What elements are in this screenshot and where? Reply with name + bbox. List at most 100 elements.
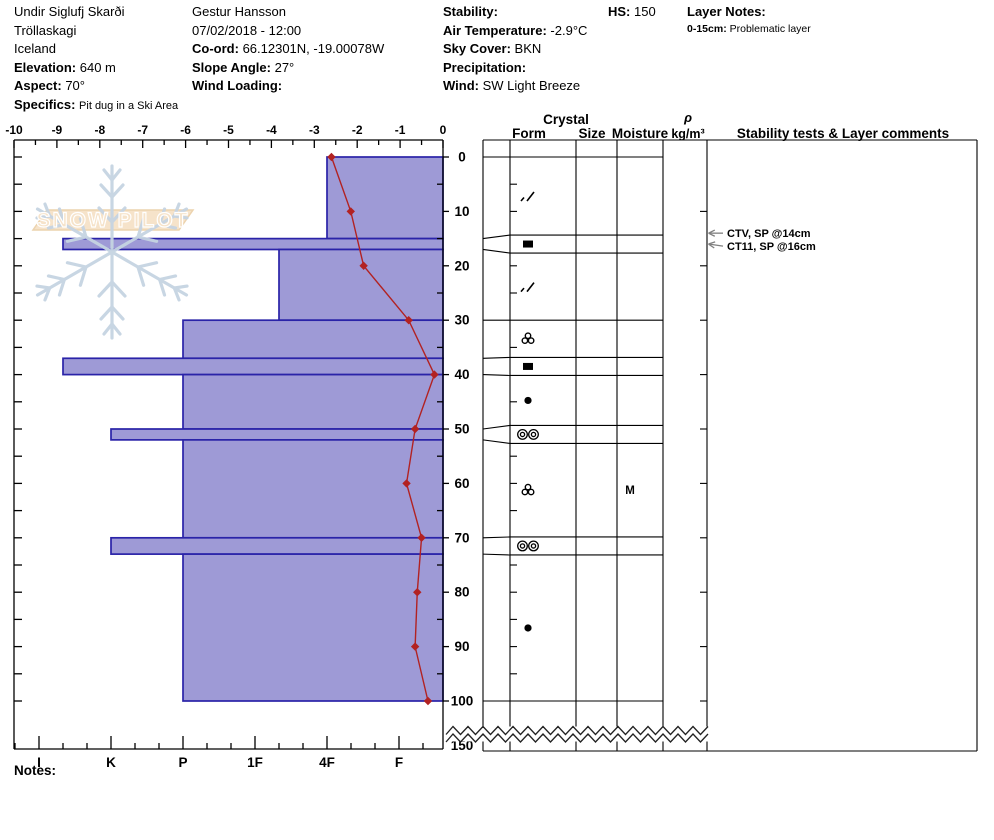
stability-row: Stability:	[443, 3, 587, 22]
country: Iceland	[14, 41, 56, 57]
temperature-point	[410, 424, 420, 434]
layer-table	[482, 139, 978, 752]
temperature-tick-label: -1	[395, 123, 406, 137]
specifics-value: Pit dug in a Ski Area	[79, 99, 179, 112]
temperature-point	[413, 588, 422, 597]
wind-row: Wind: SW Light Breeze	[443, 77, 587, 96]
crystal-form-symbols: M	[517, 191, 635, 632]
hardness-category-label: F	[395, 755, 403, 770]
temperature-point	[404, 316, 413, 325]
hardness-category-label: 1F	[247, 755, 263, 770]
temperature-tick-label: -10	[5, 123, 23, 137]
layer-note-text: Problematic layer	[729, 22, 811, 35]
coord-label: Co-ord:	[192, 41, 239, 57]
aspect-row: Aspect: 70°	[14, 77, 178, 96]
specifics-label: Specifics:	[14, 96, 76, 112]
temperature-tick-label: -7	[137, 123, 148, 137]
hardness-bar-layer	[110, 428, 444, 441]
hardness-category-label: I	[37, 755, 41, 770]
form-symbol-melt-freeze-crust	[517, 540, 539, 552]
hardness-bar-layer	[326, 156, 444, 240]
comments-header: Stability tests & Layer comments	[737, 126, 949, 141]
sky-value: BKN	[514, 41, 542, 57]
crystal-header: Crystal	[543, 112, 589, 127]
depth-tick-label: 60	[454, 476, 469, 491]
layer-notes-block: Layer Notes: 0-15cm: Problematic layer	[687, 3, 811, 38]
pit-datetime: 07/02/2018 - 12:00	[192, 22, 302, 38]
slope-label: Slope Angle:	[192, 59, 271, 75]
elevation-row: Elevation: 640 m	[14, 59, 178, 78]
observer-name: Gestur Hansson	[192, 4, 286, 19]
hardness-bar-layer	[182, 553, 444, 702]
location-block: Undir Siglufj Skarði Tröllaskagi Iceland…	[14, 3, 178, 116]
hardness-bar-layer	[182, 439, 444, 539]
hardness-bars	[62, 156, 444, 702]
form-symbol-rounded-grains	[524, 624, 532, 632]
slope-value: 27°	[274, 59, 295, 75]
aspect-label: Aspect:	[14, 78, 62, 94]
stability-test-label: CT11, SP @16cm	[727, 241, 816, 253]
temperature-point	[359, 261, 368, 270]
depth-break-label: 150	[451, 738, 474, 753]
temperature-profile	[327, 152, 439, 706]
form-symbol-ice-formation	[523, 362, 533, 370]
region: Tröllaskagi	[14, 22, 77, 38]
hardness-category-label: P	[178, 755, 187, 770]
form-symbol-decomposing-fragments	[520, 282, 535, 293]
size-header: Size	[578, 126, 606, 141]
form-symbol-rounded-grains	[524, 396, 532, 405]
air-temp-label: Air Temperature:	[443, 22, 547, 38]
wind-loading-label: Wind Loading:	[192, 78, 283, 94]
hardness-bar-layer	[110, 536, 444, 555]
coord-row: Co-ord: 66.12301N, -19.00078W	[192, 40, 384, 59]
form-symbol-decomposing-fragments	[520, 191, 535, 202]
notes-label: Notes:	[14, 763, 57, 778]
layer-note-range: 0-15cm:	[687, 22, 727, 35]
form-symbol-melt-freeze-crust	[517, 428, 539, 440]
density-unit-header: kg/m³	[671, 127, 704, 141]
hardness-bar-layer	[62, 357, 444, 376]
wind-label: Wind:	[443, 78, 479, 94]
chart-axes	[13, 139, 449, 750]
sky-row: Sky Cover: BKN	[443, 40, 587, 59]
hs-value: 150	[634, 4, 656, 19]
layer-notes-label: Layer Notes:	[687, 4, 766, 19]
temperature-point	[410, 642, 420, 651]
precip-label: Precipitation:	[443, 59, 527, 75]
temperature-point	[327, 152, 336, 162]
sky-label: Sky Cover:	[443, 41, 511, 57]
elevation-label: Elevation:	[14, 59, 77, 75]
moisture-value: M	[625, 485, 635, 497]
aspect-value: 70°	[65, 78, 85, 94]
temperature-point	[423, 696, 433, 706]
depth-tick-label: 0	[458, 150, 466, 165]
temperature-tick-label: -2	[352, 123, 363, 137]
form-symbol-melt-cluster	[521, 483, 535, 496]
depth-tick-label: 70	[454, 530, 469, 545]
depth-tick-label: 100	[451, 694, 474, 709]
form-symbol-ice-formation	[523, 240, 533, 248]
weather-block: Stability: Air Temperature: -2.9°C Sky C…	[443, 3, 587, 96]
coord-value: 66.12301N, -19.00078W	[242, 41, 385, 57]
observer-block: Gestur Hansson 07/02/2018 - 12:00 Co-ord…	[192, 3, 384, 96]
hardness-bar-layer	[278, 248, 444, 322]
temperature-point	[402, 479, 411, 488]
layer-note: 0-15cm: Problematic layer	[687, 20, 811, 39]
temperature-tick-label: 0	[440, 123, 447, 137]
depth-tick-label: 80	[454, 585, 469, 600]
depth-tick-label: 20	[454, 258, 469, 273]
temperature-tick-label: -6	[180, 123, 191, 137]
depth-tick-label: 90	[454, 639, 469, 654]
slope-row: Slope Angle: 27°	[192, 59, 384, 78]
stability-test-label: CTV, SP @14cm	[727, 228, 811, 240]
depth-tick-label: 50	[454, 422, 469, 437]
temperature-tick-label: -3	[309, 123, 320, 137]
hardness-category-label: K	[106, 755, 116, 770]
elevation-value: 640 m	[79, 59, 116, 75]
wind-loading-row: Wind Loading:	[192, 77, 384, 96]
precip-row: Precipitation:	[443, 59, 587, 78]
depth-tick-label: 40	[454, 367, 469, 382]
hardness-category-label: 4F	[319, 755, 335, 770]
